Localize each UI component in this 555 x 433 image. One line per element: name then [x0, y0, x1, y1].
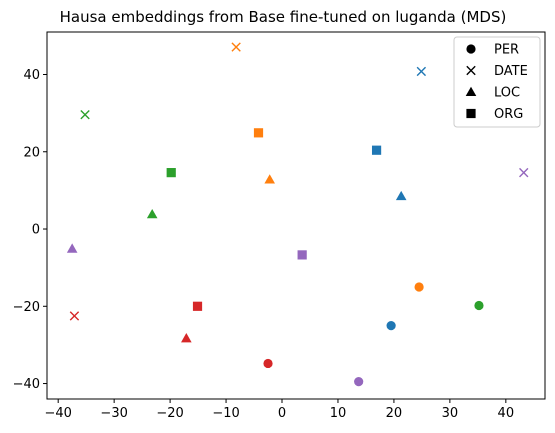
data-point-circle — [474, 300, 484, 311]
data-point-triangle — [146, 209, 158, 219]
x-tick-label: −20 — [156, 406, 183, 421]
x-tick-label: 0 — [278, 406, 286, 421]
axes: −40 −30 −20 −10 0 10 20 30 40 −40 −20 0 20 40 — [13, 31, 546, 421]
x-tick-label: 20 — [386, 406, 403, 421]
data-point-square — [371, 145, 382, 155]
data-point-square — [166, 168, 176, 178]
legend-label: PER — [494, 43, 519, 58]
y-tick-label: 40 — [23, 68, 40, 83]
data-point-square — [192, 301, 203, 311]
data-point-square — [253, 128, 264, 138]
y-tick-label: 20 — [23, 145, 40, 160]
y-tick-label: 0 — [32, 223, 40, 238]
data-point-x — [231, 42, 241, 52]
data-point-x — [69, 311, 80, 321]
legend-marker-triangle — [465, 86, 477, 96]
legend-box — [453, 36, 541, 128]
axes-frame — [46, 31, 546, 400]
x-tick-label: 40 — [498, 406, 515, 421]
y-tick-label: −20 — [13, 300, 40, 315]
x-tick-label: −40 — [44, 406, 71, 421]
data-point-triangle — [264, 174, 275, 184]
legend-marker-square — [466, 108, 476, 119]
data-point-circle — [263, 358, 273, 369]
y-tick-label: −40 — [13, 377, 40, 392]
data-point-x — [80, 109, 90, 120]
legend-label: DATE — [494, 64, 528, 79]
data-point-triangle — [66, 243, 78, 253]
x-tick-label: 30 — [442, 406, 459, 421]
legend-marker-x — [466, 65, 476, 76]
legend-marker-circle — [466, 44, 476, 54]
chart-title: Hausa embeddings from Base fine-tuned on… — [60, 8, 507, 26]
x-tick-label: −10 — [212, 406, 239, 421]
data-point-x — [519, 167, 529, 178]
legend: PER DATE LOC ORG — [453, 36, 541, 128]
data-point-triangle — [395, 190, 407, 201]
data-point-circle — [414, 282, 424, 292]
x-tick-label: 10 — [330, 406, 347, 421]
legend-label: ORG — [494, 107, 523, 122]
data-point-circle — [386, 321, 396, 331]
x-tick-label: −30 — [100, 406, 127, 421]
plot-area — [66, 42, 529, 387]
data-point-square — [297, 250, 307, 260]
data-point-triangle — [181, 333, 192, 343]
data-point-x — [416, 66, 427, 77]
legend-label: LOC — [494, 86, 520, 101]
data-point-circle — [354, 377, 364, 387]
